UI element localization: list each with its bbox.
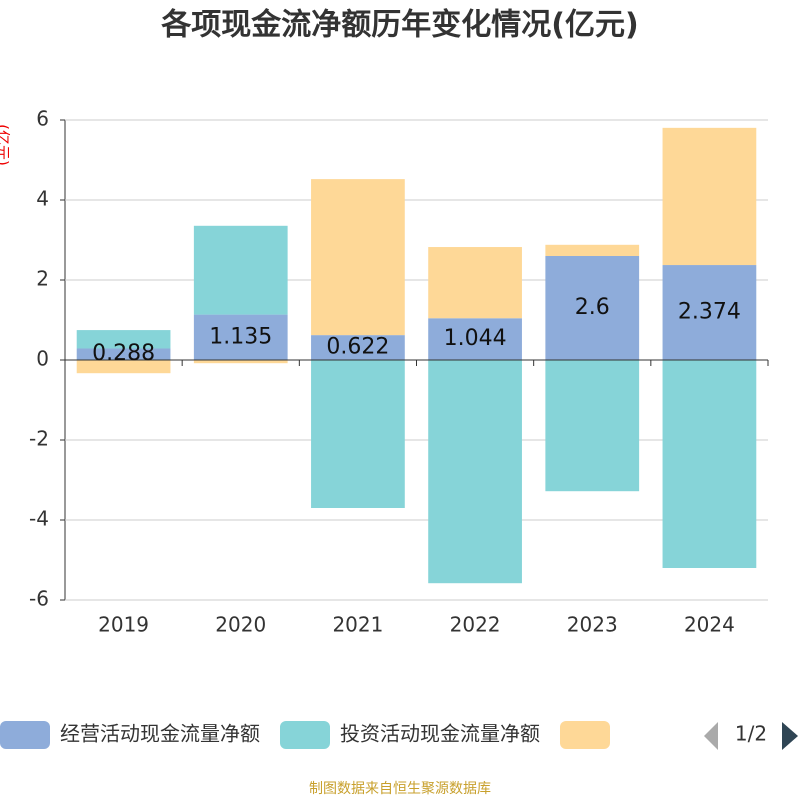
pager-text: 1/2 <box>735 722 767 746</box>
y-tick-label: -6 <box>29 587 49 611</box>
data-label: 1.135 <box>209 324 272 349</box>
bar <box>311 179 405 336</box>
y-axis-label: (亿元) <box>0 124 12 166</box>
y-tick-label: 0 <box>36 347 49 371</box>
bar <box>193 360 288 364</box>
bar <box>662 360 757 568</box>
x-tick-label: 2024 <box>684 613 735 637</box>
legend-swatch <box>280 721 330 749</box>
pager-next <box>782 722 798 750</box>
bar <box>311 335 405 360</box>
bar <box>428 318 522 360</box>
y-tick-label: 4 <box>36 187 49 211</box>
bar <box>311 360 405 508</box>
bar <box>662 127 757 266</box>
bar <box>545 256 640 360</box>
bar <box>76 348 171 360</box>
x-tick-label: 2023 <box>567 613 618 637</box>
pager-prev <box>704 722 718 750</box>
bar <box>545 244 640 256</box>
chart-title: 各项现金流净额历年变化情况(亿元) <box>160 8 638 43</box>
x-tick-label: 2021 <box>332 613 383 637</box>
y-tick-label: 6 <box>36 107 49 131</box>
x-tick-label: 2022 <box>450 613 501 637</box>
bar <box>428 247 522 319</box>
x-tick-label: 2019 <box>98 613 149 637</box>
data-label: 0.622 <box>326 335 389 360</box>
legend-swatch <box>560 721 610 749</box>
bar <box>76 360 171 374</box>
y-tick-label: -4 <box>29 507 49 531</box>
data-label: 1.044 <box>444 326 507 351</box>
y-tick-label: -2 <box>29 427 49 451</box>
data-label: 2.6 <box>575 295 610 320</box>
legend-label: 投资活动现金流量净额 <box>340 722 540 746</box>
bar <box>428 360 522 584</box>
bar <box>193 225 288 315</box>
data-label: 2.374 <box>678 300 741 325</box>
legend-label: 经营活动现金流量净额 <box>60 722 260 746</box>
bar <box>662 265 757 360</box>
data-label: 0.288 <box>92 341 155 366</box>
source-note: 制图数据来自恒生聚源数据库 <box>309 781 491 797</box>
legend-swatch <box>0 721 50 749</box>
bar <box>545 360 640 492</box>
bar <box>76 330 171 349</box>
y-tick-label: 2 <box>36 267 49 291</box>
x-tick-label: 2020 <box>215 613 266 637</box>
bar <box>193 314 288 360</box>
